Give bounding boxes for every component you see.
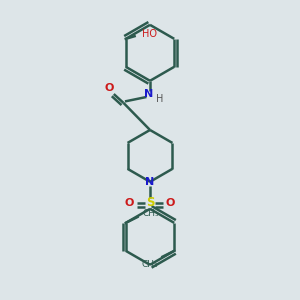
Text: CH₃: CH₃ [142,209,159,218]
Text: HO: HO [142,29,157,39]
Text: O: O [166,198,175,208]
Text: S: S [146,196,154,209]
Text: CH₃: CH₃ [141,260,158,269]
Text: H: H [156,94,163,104]
Text: O: O [125,198,134,208]
Text: O: O [104,83,113,93]
Text: N: N [144,89,153,99]
Text: N: N [146,177,154,187]
